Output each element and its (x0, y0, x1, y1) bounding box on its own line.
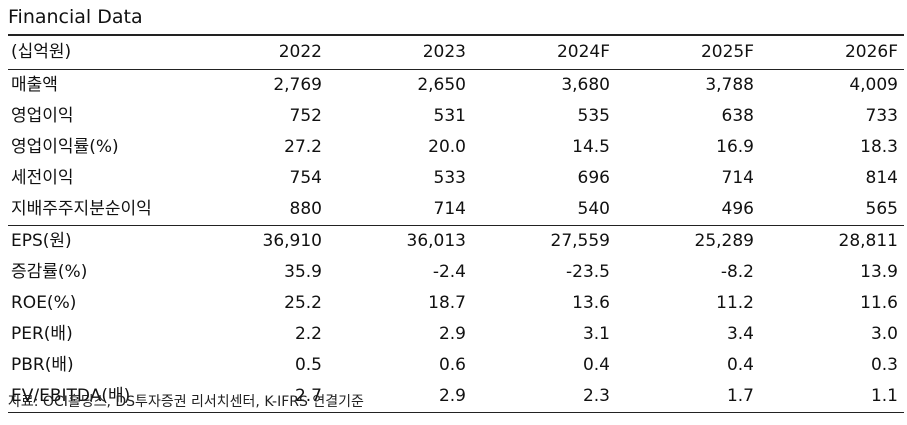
cell-value: 3.1 (582, 324, 610, 344)
table-row: 증감률(%) 35.9 -2.4 -23.5 -8.2 13.9 (8, 257, 904, 288)
cell-value: 565 (865, 199, 898, 219)
page-title: Financial Data (8, 6, 143, 28)
cell-value: -8.2 (720, 262, 754, 282)
table-row: EV/EBITDA(배) 2.7 2.9 2.3 1.7 1.1 (8, 381, 904, 413)
cell-value: 35.9 (284, 262, 322, 282)
cell-value: 2.9 (438, 324, 466, 344)
cell-value: 2.3 (472, 381, 616, 413)
cell-value: 4,009 (849, 75, 898, 95)
row-label: PER(배) (11, 324, 73, 344)
cell-value: 13.9 (860, 262, 898, 282)
cell-value: 714 (721, 168, 754, 188)
cell-value: 11.6 (860, 293, 898, 313)
header-unit: (십억원) (11, 42, 72, 62)
cell-value: 814 (865, 168, 898, 188)
row-label: 영업이익률(%) (11, 137, 119, 157)
cell-value: 638 (721, 106, 754, 126)
table-row: 영업이익 752 531 535 638 733 (8, 101, 904, 132)
header-year-2023: 2023 (422, 42, 466, 62)
cell-value: 880 (289, 199, 322, 219)
cell-value: 2,650 (417, 75, 466, 95)
table-row: PER(배) 2.2 2.9 3.1 3.4 3.0 (8, 319, 904, 350)
cell-value: 714 (433, 199, 466, 219)
table-row: EPS(원) 36,910 36,013 27,559 25,289 28,81… (8, 225, 904, 257)
header-year-2026f: 2026F (844, 42, 898, 62)
cell-value: 27,559 (472, 225, 616, 257)
table-row: 영업이익률(%) 27.2 20.0 14.5 16.9 18.3 (8, 132, 904, 163)
cell-value: 36,013 (328, 225, 472, 257)
cell-value: 754 (289, 168, 322, 188)
cell-value: 3.4 (726, 324, 754, 344)
row-label: 세전이익 (11, 168, 74, 188)
cell-value: 13.6 (572, 293, 610, 313)
financial-table: (십억원) 2022 2023 2024F 2025F 2026F 매출액 2,… (8, 34, 904, 413)
table-row: PBR(배) 0.5 0.6 0.4 0.4 0.3 (8, 350, 904, 381)
cell-value: 18.3 (860, 137, 898, 157)
cell-value: 18.7 (428, 293, 466, 313)
cell-value: 0.5 (294, 355, 322, 375)
row-label: EPS(원) (8, 225, 184, 257)
cell-value: 752 (289, 106, 322, 126)
header-year-2022: 2022 (278, 42, 322, 62)
cell-value: -23.5 (566, 262, 610, 282)
row-label: PBR(배) (11, 355, 74, 375)
cell-value: 20.0 (428, 137, 466, 157)
cell-value: 2.9 (328, 381, 472, 413)
cell-value: 2,769 (273, 75, 322, 95)
cell-value: 3,680 (561, 75, 610, 95)
row-label: 영업이익 (11, 106, 74, 126)
table-row: 매출액 2,769 2,650 3,680 3,788 4,009 (8, 70, 904, 102)
table-row: ROE(%) 25.2 18.7 13.6 11.2 11.6 (8, 288, 904, 319)
cell-value: 3.0 (870, 324, 898, 344)
cell-value: 2.7 (184, 381, 328, 413)
cell-value: 733 (865, 106, 898, 126)
row-label: EV/EBITDA(배) (8, 381, 184, 413)
cell-value: 25,289 (616, 225, 760, 257)
cell-value: 11.2 (716, 293, 754, 313)
cell-value: 540 (577, 199, 610, 219)
cell-value: 535 (577, 106, 610, 126)
cell-value: 496 (721, 199, 754, 219)
row-label: 매출액 (11, 75, 58, 95)
cell-value: 0.3 (870, 355, 898, 375)
cell-value: 3,788 (705, 75, 754, 95)
cell-value: 14.5 (572, 137, 610, 157)
cell-value: 696 (577, 168, 610, 188)
row-label: 증감률(%) (11, 262, 88, 282)
cell-value: -2.4 (432, 262, 466, 282)
cell-value: 0.4 (582, 355, 610, 375)
cell-value: 1.1 (760, 381, 904, 413)
cell-value: 28,811 (760, 225, 904, 257)
cell-value: 533 (433, 168, 466, 188)
header-year-2024f: 2024F (556, 42, 610, 62)
cell-value: 0.6 (438, 355, 466, 375)
row-label: 지배주주지분순이익 (11, 199, 152, 219)
header-year-2025f: 2025F (700, 42, 754, 62)
cell-value: 0.4 (726, 355, 754, 375)
cell-value: 1.7 (616, 381, 760, 413)
table-header-row: (십억원) 2022 2023 2024F 2025F 2026F (8, 35, 904, 70)
table-row: 지배주주지분순이익 880 714 540 496 565 (8, 194, 904, 226)
cell-value: 16.9 (716, 137, 754, 157)
table-row: 세전이익 754 533 696 714 814 (8, 163, 904, 194)
source-note: 자료: OCI홀딩스, DS투자증권 리서치센터, K-IFRS 연결기준 (8, 394, 364, 410)
cell-value: 25.2 (284, 293, 322, 313)
cell-value: 36,910 (184, 225, 328, 257)
cell-value: 531 (433, 106, 466, 126)
row-label: ROE(%) (11, 293, 77, 313)
cell-value: 27.2 (284, 137, 322, 157)
cell-value: 2.2 (294, 324, 322, 344)
